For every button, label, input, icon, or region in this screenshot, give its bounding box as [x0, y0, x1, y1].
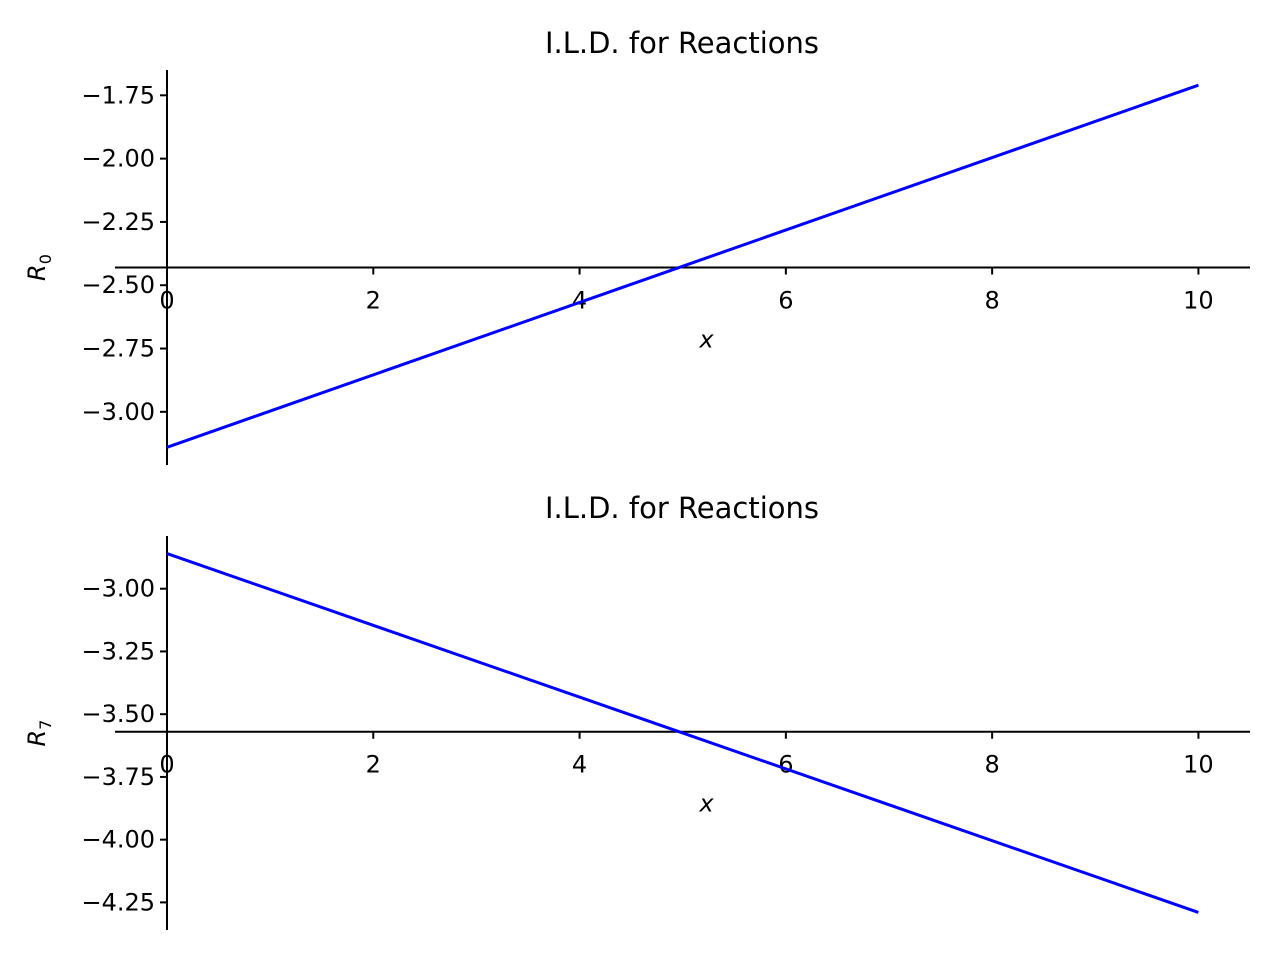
x-tick-label: 4 — [572, 751, 587, 779]
x-tick-label: 10 — [1183, 287, 1214, 315]
x-axis-label: x — [698, 790, 714, 818]
y-tick-label: −3.00 — [81, 398, 155, 426]
series-line — [166, 552, 1199, 914]
y-tick-label: −2.25 — [81, 208, 155, 236]
y-tick-label: −2.75 — [81, 335, 155, 363]
x-tick-label: 8 — [985, 287, 1000, 315]
x-tick-label: 6 — [778, 287, 793, 315]
y-tick-label: −1.75 — [81, 81, 155, 109]
y-tick-label: −4.00 — [81, 826, 155, 854]
x-tick-label: 4 — [572, 287, 587, 315]
y-axis-label: R7 — [23, 720, 55, 747]
y-axis-ticks: −3.00 −3.25 −3.50 −3.75 −4.00 −4.25 — [81, 575, 167, 916]
y-axis-label-main: R — [23, 264, 51, 281]
x-axis-label: x — [698, 326, 714, 354]
subplot-r7: I.L.D. for Reactions −3.00 −3.25 −3.50 −3.7… — [23, 491, 1250, 930]
y-axis-label-subscript: 0 — [36, 254, 55, 264]
subplot-r0: I.L.D. for Reactions −1.75 −2.00 −2.25 −2.5… — [23, 26, 1250, 465]
y-tick-label: −3.50 — [81, 700, 155, 728]
y-tick-label: −3.75 — [81, 763, 155, 791]
series-line — [166, 83, 1199, 449]
x-tick-label: 10 — [1183, 751, 1214, 779]
y-tick-label: −3.00 — [81, 575, 155, 603]
x-tick-label: 8 — [985, 751, 1000, 779]
y-axis-label-main: R — [23, 730, 51, 747]
y-tick-label: −2.50 — [81, 271, 155, 299]
y-axis-ticks: −1.75 −2.00 −2.25 −2.50 −2.75 −3.00 — [81, 81, 167, 426]
x-tick-label: 6 — [778, 751, 793, 779]
y-tick-label: −2.00 — [81, 145, 155, 173]
chart-title: I.L.D. for Reactions — [545, 491, 819, 525]
y-tick-label: −4.25 — [81, 888, 155, 916]
y-axis-label: R0 — [23, 254, 55, 281]
chart-title: I.L.D. for Reactions — [545, 26, 819, 60]
x-tick-label: 2 — [366, 287, 381, 315]
y-tick-label: −3.25 — [81, 637, 155, 665]
y-axis-label-subscript: 7 — [36, 720, 55, 730]
x-tick-label: 2 — [366, 751, 381, 779]
